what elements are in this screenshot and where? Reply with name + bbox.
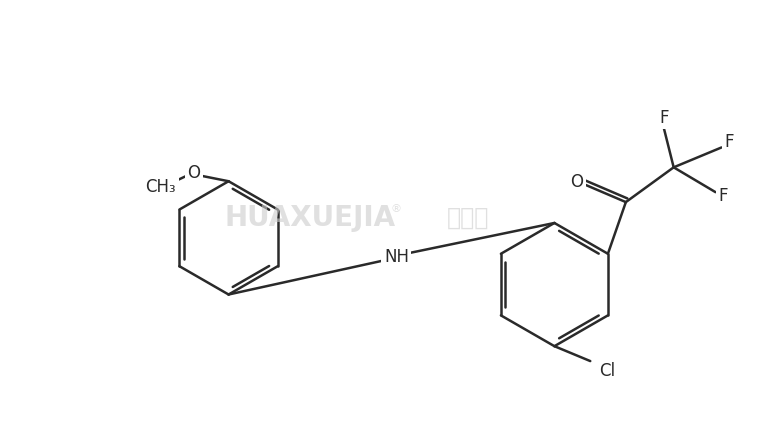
Text: CH₃: CH₃ <box>145 178 176 196</box>
Text: 化学加: 化学加 <box>447 206 489 230</box>
Text: F: F <box>719 187 728 205</box>
Text: ®: ® <box>391 204 401 214</box>
Text: O: O <box>570 173 584 191</box>
Text: NH: NH <box>384 248 409 266</box>
Text: F: F <box>659 109 668 126</box>
Text: F: F <box>725 133 734 151</box>
Text: Cl: Cl <box>599 362 615 380</box>
Text: O: O <box>187 164 200 182</box>
Text: HUAXUEJIA: HUAXUEJIA <box>225 204 396 232</box>
